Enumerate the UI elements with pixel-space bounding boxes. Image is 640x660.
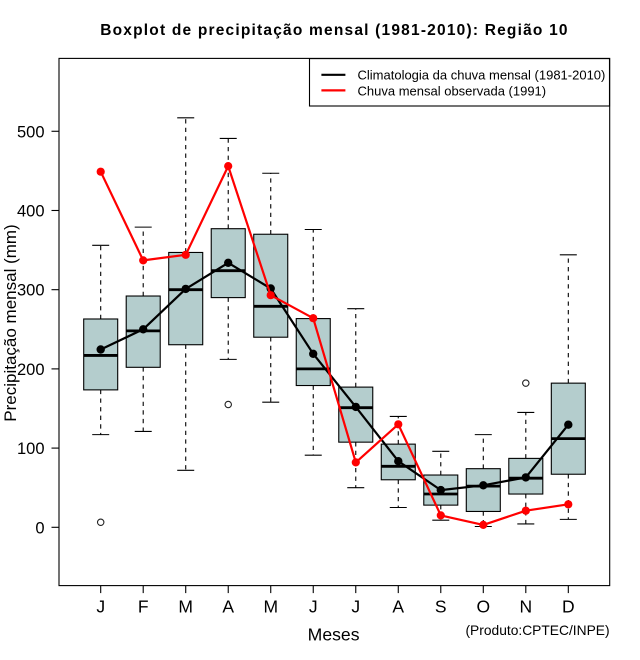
svg-text:J: J [309, 597, 318, 617]
svg-text:F: F [138, 597, 149, 617]
svg-text:Boxplot de precipitação mensal: Boxplot de precipitação mensal (1981-201… [100, 22, 568, 39]
svg-text:400: 400 [17, 202, 45, 220]
svg-text:S: S [435, 597, 447, 617]
svg-text:Precipitação mensal (mm): Precipitação mensal (mm) [1, 224, 20, 421]
svg-text:M: M [263, 597, 278, 617]
svg-text:A: A [392, 597, 404, 617]
svg-text:M: M [178, 597, 193, 617]
svg-text:Chuva mensal observada (1991): Chuva mensal observada (1991) [358, 83, 547, 98]
svg-text:300: 300 [17, 282, 45, 300]
svg-text:500: 500 [17, 123, 45, 141]
svg-text:J: J [96, 597, 105, 617]
svg-text:Climatologia da chuva mensal (: Climatologia da chuva mensal (1981-2010) [358, 67, 606, 82]
svg-text:D: D [562, 597, 575, 617]
svg-text:0: 0 [35, 519, 44, 537]
svg-text:(Produto:CPTEC/INPE): (Produto:CPTEC/INPE) [465, 623, 609, 638]
svg-text:N: N [519, 597, 532, 617]
svg-text:A: A [222, 597, 234, 617]
svg-text:Meses: Meses [308, 625, 360, 645]
svg-text:J: J [351, 597, 360, 617]
svg-text:O: O [476, 597, 490, 617]
svg-text:200: 200 [17, 361, 45, 379]
svg-text:100: 100 [17, 440, 45, 458]
